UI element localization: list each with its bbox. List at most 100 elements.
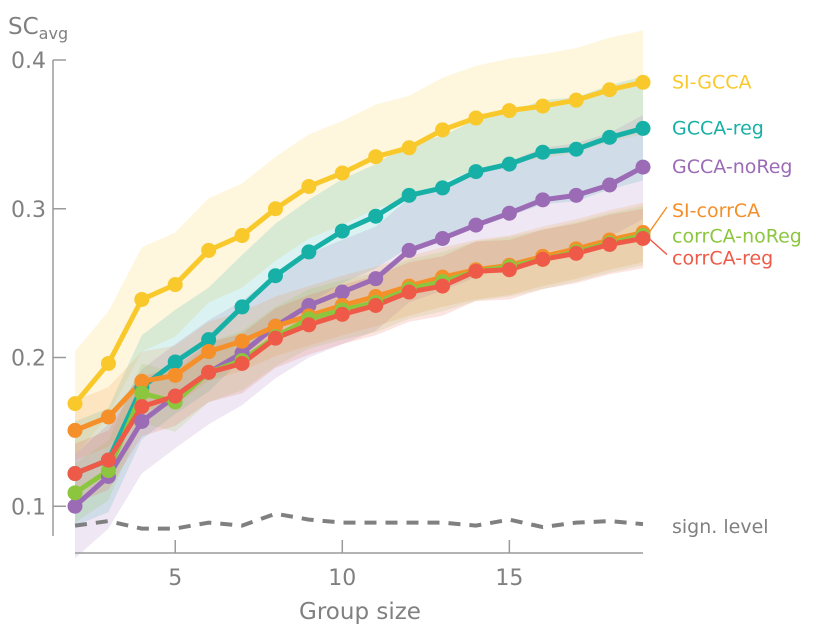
si-corrca-legend-connector [648, 206, 668, 233]
x-ticks: 5 10 15 [168, 540, 523, 591]
gcca-reg-point [568, 141, 584, 157]
gcca-reg-band [75, 76, 643, 526]
gcca-noreg-point [435, 231, 451, 246]
si-corrca-point [167, 367, 183, 383]
gcca-reg-point [267, 268, 283, 284]
corrca-noreg-point [67, 485, 83, 501]
corrca-reg-point [134, 399, 150, 415]
x-tick-label: 15 [495, 566, 523, 591]
y-ticks: 0.1 0.2 0.3 0.4 [11, 49, 66, 520]
y-tick-label: 0.4 [11, 49, 46, 74]
corrca-reg-point [67, 466, 83, 482]
si-gcca-point [334, 165, 350, 181]
gcca-reg-point [201, 332, 217, 348]
corrca-reg-point [401, 284, 417, 300]
y-tick-label: 0.1 [11, 495, 46, 520]
si-corrca-point [134, 373, 150, 389]
si-gcca-point [301, 178, 317, 194]
gcca-noreg-band [75, 115, 643, 559]
gcca-noreg-point [602, 177, 618, 193]
si-gcca-point [67, 396, 83, 412]
confidence-bands [75, 30, 643, 559]
gcca-noreg-point [368, 271, 384, 287]
sign-level-line [74, 511, 644, 531]
si-gcca-point [568, 92, 584, 108]
corrca-reg-point [568, 245, 584, 261]
corrca-reg-point [535, 251, 551, 267]
gcca-reg-point [234, 299, 250, 315]
si-gcca-point [134, 291, 150, 307]
si-gcca-point [635, 74, 651, 90]
corrca-reg-legend-connector [648, 237, 668, 256]
sign-level-legend-label: sign. level [672, 516, 769, 538]
y-axis-title-sub: avg [39, 24, 68, 43]
si-gcca-point [468, 110, 484, 126]
si-gcca-point [234, 228, 250, 244]
si-gcca-legend-label: SI-GCCA [672, 71, 751, 93]
gcca-noreg-legend-label: GCCA-noReg [672, 156, 792, 178]
gcca-noreg-point [468, 217, 484, 233]
gcca-noreg-point [301, 297, 317, 313]
si-corrca-point [67, 422, 83, 438]
si-gcca-point [602, 82, 618, 98]
corrca-reg-point [435, 278, 451, 294]
corrca-reg-point [368, 297, 384, 313]
axes [52, 60, 643, 554]
corrca-reg-point [501, 262, 517, 278]
gcca-reg-point [501, 156, 517, 172]
si-gcca-point [535, 98, 551, 114]
gcca-noreg-point [501, 205, 517, 221]
gcca-reg-point [635, 120, 651, 136]
gcca-noreg-point [568, 187, 584, 203]
si-gcca-point [435, 122, 451, 138]
si-gcca-point [201, 242, 217, 258]
gcca-reg-point [602, 129, 618, 145]
gcca-noreg-point [635, 159, 651, 175]
gcca-reg-point [535, 144, 551, 160]
corrca-reg-point [334, 306, 350, 322]
y-axis-title: SCavg [8, 14, 68, 43]
corrca-reg-point [201, 364, 217, 380]
corrca-reg-point [234, 355, 250, 371]
corrca-reg-point [635, 231, 651, 246]
corrca-noreg-band [75, 205, 643, 523]
gcca-noreg-point [401, 242, 417, 258]
gcca-reg-point [167, 354, 183, 370]
gcca-reg-point [368, 208, 384, 224]
corrca-reg-point [100, 452, 116, 468]
x-axis-title: Group size [299, 599, 421, 625]
corrca-reg-point [167, 388, 183, 404]
y-tick-label: 0.2 [11, 347, 46, 372]
si-corrca-point [100, 409, 116, 425]
corrca-noreg-legend-label: corrCA-noReg [672, 225, 802, 247]
si-corrca-legend-label: SI-corrCA [672, 200, 760, 222]
gcca-reg-legend-label: GCCA-reg [672, 117, 764, 139]
si-gcca-point [100, 355, 116, 371]
gcca-noreg-point [334, 284, 350, 300]
gcca-noreg-point [535, 192, 551, 208]
si-gcca-band [75, 30, 643, 456]
corrca-reg-point [602, 236, 618, 252]
gcca-reg-point [301, 244, 317, 260]
si-gcca-point [267, 201, 283, 217]
si-gcca-point [501, 103, 517, 119]
y-axis-title-main: SC [8, 14, 39, 40]
si-corrca-point [267, 318, 283, 334]
gcca-noreg-point [134, 413, 150, 429]
si-gcca-point [368, 149, 384, 165]
gcca-reg-point [401, 187, 417, 203]
corrca-noreg-point [134, 385, 150, 401]
si-corrca-point [201, 344, 217, 360]
corrca-reg-point [468, 263, 484, 279]
legend: SI-GCCA GCCA-reg GCCA-noReg SI-corrCA corrCA… [648, 71, 802, 538]
corrca-reg-legend-label: corrCA-reg [672, 248, 773, 270]
si-corrca-point [234, 333, 250, 349]
corrca-reg-point [267, 330, 283, 346]
significance-level [74, 511, 644, 531]
gcca-reg-point [334, 223, 350, 239]
gcca-reg-point [435, 180, 451, 196]
corrca-noreg-point [100, 463, 116, 479]
x-tick-label: 5 [168, 566, 182, 591]
gcca-noreg-point [67, 498, 83, 514]
